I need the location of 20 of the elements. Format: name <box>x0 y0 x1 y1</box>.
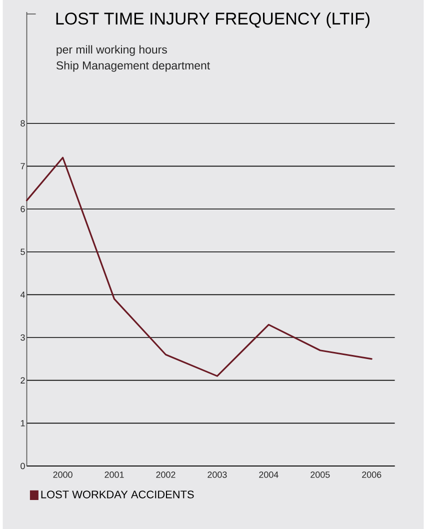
y-tick-label: 3 <box>20 334 25 341</box>
x-tick-label: 2004 <box>259 472 278 478</box>
y-tick-label: 6 <box>20 206 25 212</box>
chart-title: LOST TIME INJURY FREQUENCY (LTIF) <box>56 12 370 28</box>
y-tick-label: 1 <box>21 420 25 426</box>
x-tick-label: 2005 <box>310 472 330 478</box>
y-tick-label: 7 <box>20 163 25 170</box>
legend-label: LOST WORKDAY ACCIDENTS <box>41 490 194 498</box>
x-tick-label: 2003 <box>208 472 227 478</box>
text: per mill working hours Ship Management department <box>56 45 210 72</box>
line-series <box>26 156 373 377</box>
y-tick-label: 0 <box>20 462 26 470</box>
x-tick-label: 2002 <box>156 472 176 478</box>
y-tick-label: 2 <box>20 377 25 384</box>
x-tick-label: 2006 <box>362 472 382 478</box>
y-tick-label: 4 <box>20 292 26 298</box>
x-tick-label: 2001 <box>104 472 124 478</box>
x-tick-label: 2000 <box>53 472 73 478</box>
y-tick-label: 8 <box>20 120 25 127</box>
y-tick-label: 5 <box>20 248 25 255</box>
